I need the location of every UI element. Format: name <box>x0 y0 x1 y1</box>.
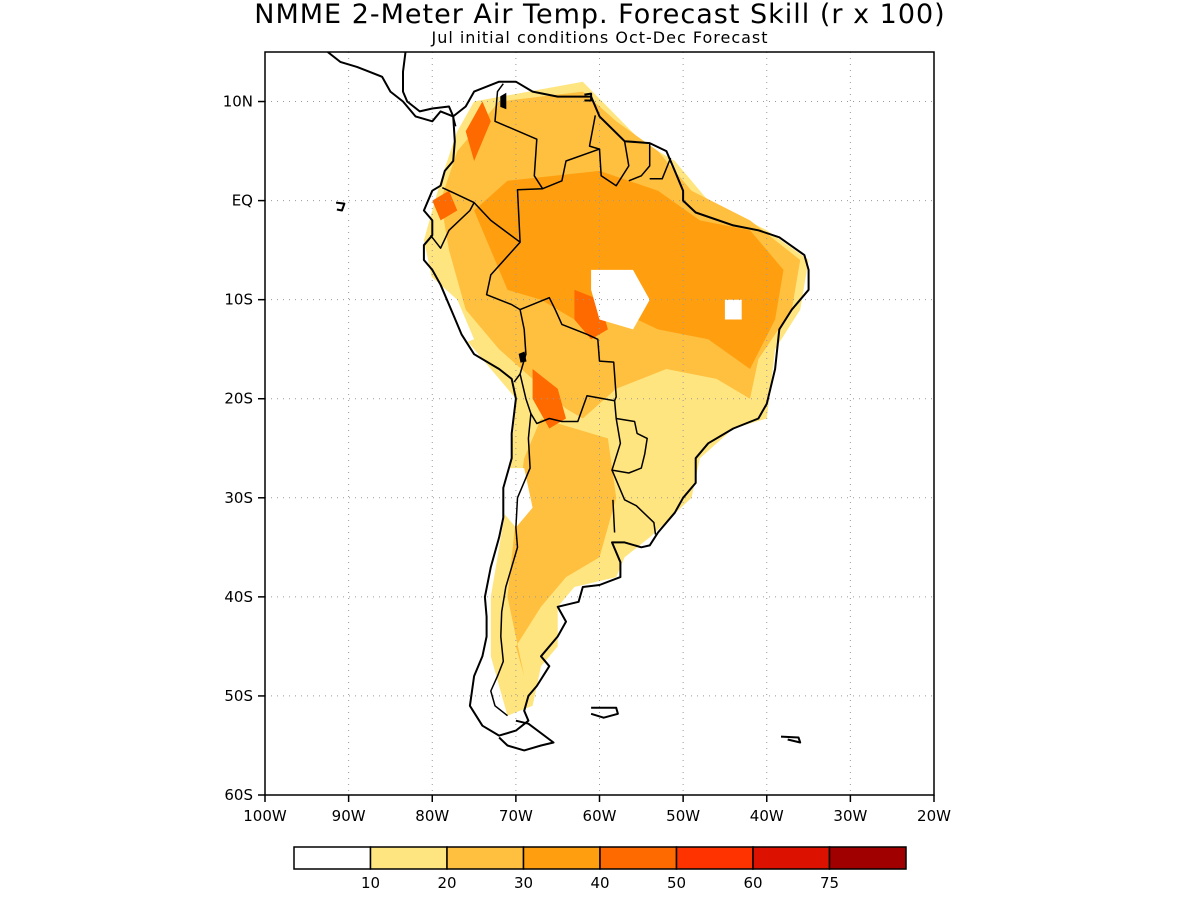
country-border <box>611 400 648 474</box>
skill-region-level-0 <box>423 269 475 350</box>
lon-tick-label: 100W <box>243 807 287 825</box>
lat-tick-label: 50S <box>224 687 253 705</box>
skill-region-level-0 <box>724 299 742 320</box>
colorbar-swatch <box>369 846 448 870</box>
lon-tick-label: 80W <box>415 807 449 825</box>
coastline <box>402 52 455 117</box>
lon-tick-label: 70W <box>499 807 533 825</box>
colorbar-swatch <box>522 846 601 870</box>
colorbar-label: 75 <box>820 874 839 892</box>
colorbar-swatch <box>293 846 372 870</box>
coastlines-and-borders <box>327 52 810 752</box>
country-border <box>452 116 457 127</box>
lon-tick-label: 50W <box>666 807 700 825</box>
coastline <box>584 92 593 102</box>
lat-tick-label: 30S <box>224 489 253 507</box>
coastline <box>498 719 555 752</box>
colorbar-label: 30 <box>514 874 533 892</box>
country-border <box>519 296 617 401</box>
lat-tick-label: 10S <box>224 291 253 309</box>
skill-region-level-2 <box>507 418 617 677</box>
country-border <box>542 115 601 190</box>
colorbar-label: 10 <box>361 874 380 892</box>
map-title: NMME 2-Meter Air Temp. Forecast Skill (r… <box>254 0 946 30</box>
colorbar-label: 50 <box>667 874 686 892</box>
lat-tick-label: 40S <box>224 588 253 606</box>
lon-tick-label: 90W <box>332 807 366 825</box>
coastline <box>335 201 346 212</box>
country-border <box>430 202 475 249</box>
coastline <box>780 735 802 744</box>
colorbar: 10 20 30 40 50 60 75 <box>293 846 907 892</box>
coastline <box>590 706 619 719</box>
colorbar-swatch <box>599 846 678 870</box>
colorbar-swatch <box>446 846 525 870</box>
map-subtitle: Jul initial conditions Oct-Dec Forecast <box>431 28 769 47</box>
colorbar-swatch <box>752 846 831 870</box>
country-border <box>519 373 615 425</box>
lat-tick-label: 10N <box>223 93 253 111</box>
country-border <box>611 469 657 535</box>
lon-tick-label: 30W <box>833 807 867 825</box>
lon-tick-label: 60W <box>583 807 617 825</box>
skill-region-level-4 <box>432 190 458 221</box>
country-border <box>628 143 651 182</box>
lake <box>500 92 507 110</box>
coastline <box>327 52 454 123</box>
colorbar-swatch <box>828 846 907 870</box>
country-border <box>612 499 616 533</box>
skill-region-level-0 <box>591 269 650 330</box>
coastline <box>422 80 810 737</box>
lon-tick-label: 40W <box>750 807 784 825</box>
skill-region-level-4 <box>532 369 566 429</box>
colorbar-label: 20 <box>437 874 456 892</box>
lat-tick-label: EQ <box>232 192 253 210</box>
colorbar-label: 60 <box>743 874 762 892</box>
lon-tick-label: 20W <box>917 807 951 825</box>
lat-tick-label: 20S <box>224 390 253 408</box>
country-border <box>441 83 544 243</box>
lake <box>518 351 527 363</box>
country-border <box>598 141 630 187</box>
colorbar-swatch <box>675 846 754 870</box>
skill-region-level-4 <box>465 101 491 161</box>
colorbar-label: 40 <box>590 874 609 892</box>
country-border <box>490 413 532 717</box>
country-border <box>649 157 672 180</box>
axis-ticks: 10N EQ 10S 20S 30S 40S 50S 60S 100W 90W 80W 70W 60W 5… <box>223 93 951 825</box>
lat-tick-label: 60S <box>224 786 253 804</box>
